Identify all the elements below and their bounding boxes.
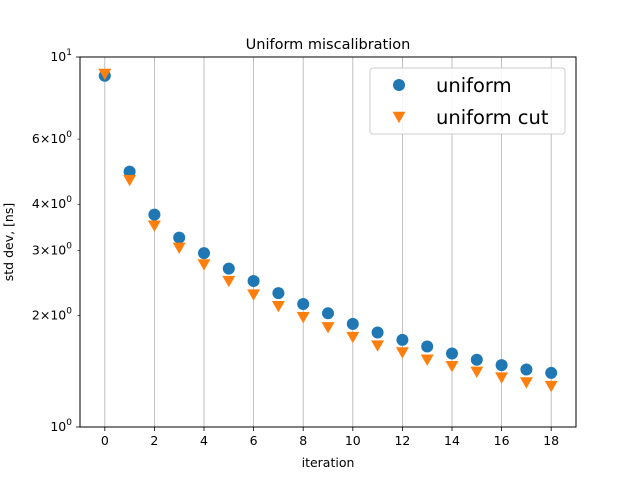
data-point — [222, 275, 236, 288]
data-point — [147, 220, 161, 232]
tick-exponent: 0 — [66, 307, 72, 317]
data-point — [172, 242, 186, 254]
data-point — [247, 275, 260, 288]
data-point — [198, 247, 210, 260]
data-point — [222, 262, 235, 275]
data-point — [519, 377, 533, 389]
tick-coefficient: 6 — [32, 131, 40, 146]
y-major-tick-label: 101 — [50, 48, 72, 64]
data-point — [420, 354, 434, 366]
data-point — [470, 366, 484, 378]
data-point — [272, 287, 285, 300]
tick-exponent: 0 — [66, 241, 72, 251]
data-point — [544, 380, 558, 393]
data-point — [495, 359, 508, 372]
x-tick-label: 2 — [150, 433, 158, 448]
data-point — [296, 312, 310, 324]
series-circle — [98, 69, 558, 379]
plot-frame — [79, 56, 577, 428]
x-tick-label: 14 — [444, 433, 460, 448]
x-tick-label: 0 — [101, 433, 109, 448]
tick-base: 10 — [50, 49, 66, 64]
x-tick-label: 6 — [250, 433, 258, 448]
y-minor-tick-label: 4×100 — [32, 195, 72, 211]
x-tick-label: 18 — [543, 433, 559, 448]
data-point — [446, 347, 458, 360]
tick-times: × — [40, 308, 50, 323]
data-point — [98, 68, 112, 81]
data-point — [545, 366, 558, 379]
tick-times: × — [40, 131, 50, 146]
tick-base: 10 — [50, 242, 66, 257]
data-point — [421, 340, 434, 353]
x-axis-label: iteration — [302, 455, 355, 470]
tick-base: 10 — [50, 308, 66, 323]
tick-exponent: 0 — [66, 130, 72, 140]
tick-coefficient: 2 — [32, 308, 40, 323]
data-point — [271, 301, 285, 313]
x-tick-label: 10 — [345, 433, 361, 448]
x-tick-label: 12 — [394, 433, 410, 448]
data-point — [346, 331, 360, 344]
series-triangle-down — [98, 68, 558, 393]
legend-entry-label: uniform cut — [436, 106, 549, 129]
data-point — [321, 322, 335, 334]
chart-title: Uniform miscalibration — [246, 37, 411, 53]
data-point — [470, 353, 483, 366]
tick-exponent: 1 — [66, 48, 72, 58]
y-axis-label: std dev, [ns] — [1, 203, 16, 281]
data-point — [173, 231, 186, 244]
tick-base: 10 — [50, 196, 66, 211]
data-point — [396, 333, 409, 346]
data-point — [445, 360, 459, 373]
data-point — [495, 372, 509, 384]
data-point — [247, 289, 261, 301]
legend: uniform uniform cut — [369, 67, 566, 135]
tick-exponent: 0 — [66, 195, 72, 205]
data-point — [520, 363, 533, 376]
tick-times: × — [40, 196, 50, 211]
legend-entry-label: uniform — [436, 74, 512, 97]
x-axis-ticks: 0 2 4 6 8 10 12 14 16 18 — [101, 427, 559, 448]
x-tick-label: 16 — [494, 433, 510, 448]
tick-base: 10 — [50, 419, 66, 434]
legend-box — [369, 67, 566, 135]
legend-marker — [392, 111, 406, 124]
x-tick-label: 8 — [299, 433, 307, 448]
data-point — [123, 174, 137, 187]
data-point — [197, 259, 211, 271]
y-minor-tick-label: 6×100 — [32, 130, 72, 146]
y-minor-tick-label: 3×100 — [32, 241, 72, 257]
data-point — [371, 326, 384, 339]
tick-exponent: 0 — [66, 418, 72, 428]
y-minor-tick-label: 2×100 — [32, 307, 72, 323]
legend-marker — [393, 79, 405, 91]
x-tick-label: 4 — [200, 433, 208, 448]
data-point — [148, 208, 161, 221]
data-marks — [98, 68, 558, 393]
y-major-tick-label: 100 — [50, 418, 72, 434]
data-point — [123, 165, 136, 178]
data-point — [395, 347, 409, 359]
tick-times: × — [40, 242, 50, 257]
data-point — [371, 340, 385, 352]
tick-base: 10 — [50, 131, 66, 146]
data-point — [346, 317, 359, 330]
tick-coefficient: 4 — [32, 196, 40, 211]
data-point — [297, 297, 310, 310]
tick-coefficient: 3 — [32, 242, 40, 257]
data-point — [322, 307, 334, 320]
